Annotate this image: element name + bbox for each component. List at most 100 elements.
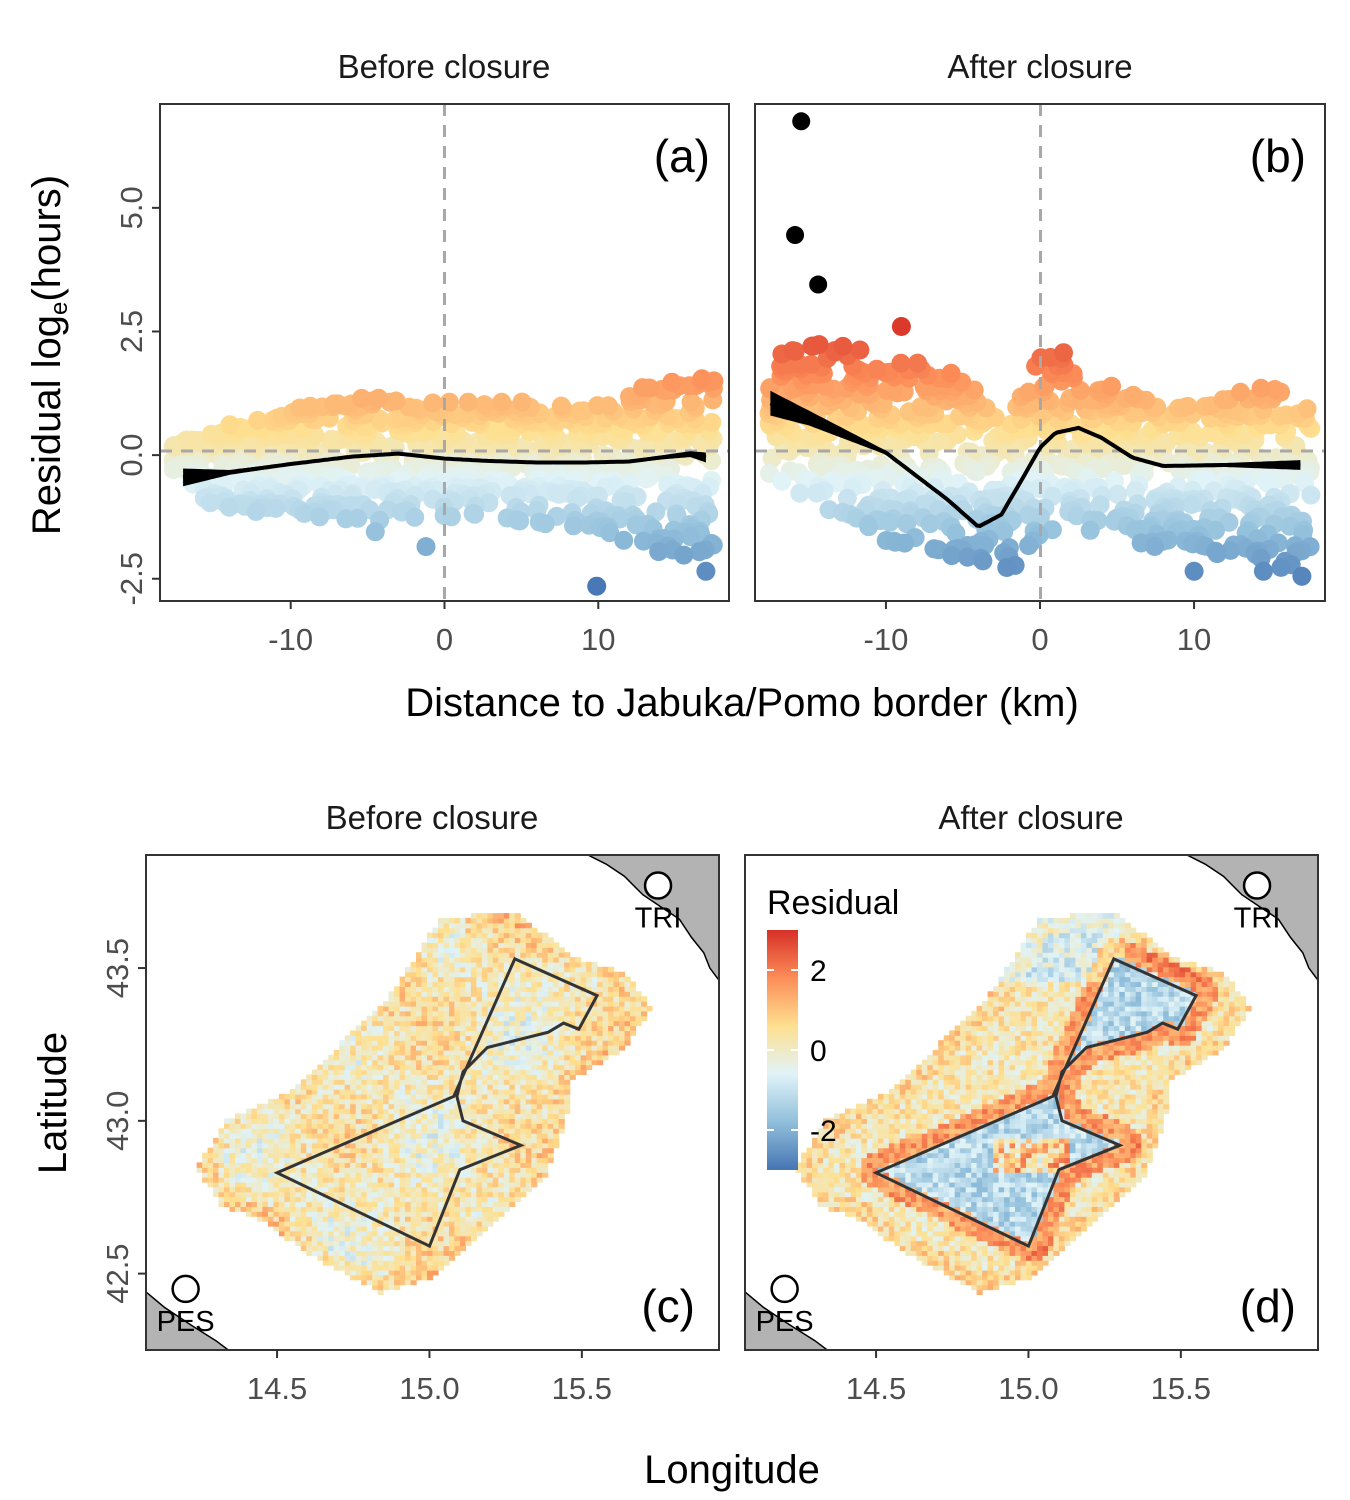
heatmap-cell — [366, 1157, 373, 1163]
heatmap-cell — [465, 1206, 472, 1212]
heatmap-cell — [542, 1010, 549, 1017]
heatmap-cell — [487, 1015, 494, 1022]
heatmap-cell — [509, 1177, 516, 1183]
heatmap-cell — [295, 1216, 302, 1222]
heatmap-cell — [476, 1137, 483, 1144]
heatmap-cell — [394, 1235, 401, 1242]
heatmap-cell — [377, 1230, 384, 1237]
heatmap-cell — [339, 1113, 346, 1119]
heatmap-cell — [410, 1005, 417, 1012]
heatmap-cell — [333, 1059, 340, 1066]
heatmap-cell — [350, 1225, 357, 1232]
heatmap-cell — [213, 1137, 220, 1144]
heatmap-cell — [580, 1049, 587, 1056]
heatmap-cell — [454, 917, 461, 924]
heatmap-cell — [388, 1279, 395, 1286]
heatmap-cell — [481, 1177, 488, 1183]
heatmap-cell — [465, 1108, 472, 1115]
heatmap-cell — [569, 1059, 576, 1066]
heatmap-cell — [432, 1103, 439, 1110]
heatmap-cell — [459, 1054, 466, 1061]
heatmap-cell — [300, 1147, 307, 1154]
heatmap-cell — [355, 1118, 362, 1124]
heatmap-cell — [481, 1108, 488, 1115]
heatmap-cell — [465, 1137, 472, 1144]
heatmap-cell — [470, 1181, 477, 1188]
residual-point — [941, 363, 961, 383]
heatmap-cell — [470, 1113, 477, 1119]
heatmap-cell — [405, 1201, 412, 1207]
heatmap-cell — [394, 1001, 401, 1007]
heatmap-cell — [202, 1177, 209, 1183]
heatmap-cell — [322, 1240, 329, 1247]
heatmap-cell — [399, 1020, 406, 1027]
heatmap-cell — [394, 1260, 401, 1266]
heatmap-cell — [328, 1240, 335, 1247]
heatmap-cell — [273, 1128, 280, 1134]
heatmap-cell — [564, 1010, 571, 1017]
heatmap-cell — [470, 1035, 477, 1041]
heatmap-cell — [432, 1265, 439, 1271]
heatmap-cell — [536, 1133, 543, 1139]
heatmap-cell — [525, 1133, 532, 1139]
heatmap-cell — [503, 1196, 510, 1203]
heatmap-cell — [580, 976, 587, 983]
heatmap-cell — [536, 1177, 543, 1183]
heatmap-cell — [377, 1191, 384, 1198]
heatmap-cell — [492, 1157, 499, 1163]
heatmap-cell — [339, 1255, 346, 1261]
heatmap-cell — [273, 1113, 280, 1119]
heatmap-cell — [520, 1074, 527, 1080]
heatmap-cell — [536, 976, 543, 983]
heatmap-cell — [465, 991, 472, 997]
heatmap-cell — [300, 1113, 307, 1119]
heatmap-cell — [394, 1015, 401, 1022]
heatmap-cell — [470, 922, 477, 929]
heatmap-cell — [278, 1098, 285, 1105]
heatmap-cell — [438, 1255, 445, 1261]
heatmap-cell — [580, 1059, 587, 1066]
heatmap-cell — [454, 1191, 461, 1198]
heatmap-cell — [492, 1015, 499, 1022]
residual-point — [897, 514, 917, 534]
heatmap-cell — [322, 1162, 329, 1168]
heatmap-cell — [388, 1069, 395, 1075]
heatmap-cell — [295, 1240, 302, 1247]
heatmap-cell — [300, 1118, 307, 1124]
heatmap-cell — [295, 1177, 302, 1183]
heatmap-cell — [267, 1201, 274, 1207]
heatmap-cell — [509, 1025, 516, 1031]
heatmap-cell — [377, 1069, 384, 1075]
heatmap-cell — [454, 1152, 461, 1159]
heatmap-cell — [536, 996, 543, 1002]
panel-b-title: After closure — [947, 48, 1132, 85]
heatmap-cell — [306, 1211, 313, 1217]
heatmap-cell — [377, 1211, 384, 1217]
heatmap-cell — [492, 1191, 499, 1198]
heatmap-cell — [278, 1152, 285, 1159]
heatmap-cell — [355, 1035, 362, 1041]
heatmap-cell — [399, 1084, 406, 1090]
heatmap-cell — [454, 1010, 461, 1017]
heatmap-cell — [410, 1035, 417, 1041]
heatmap-cell — [542, 1108, 549, 1115]
heatmap-cell — [339, 1250, 346, 1256]
heatmap-cell — [498, 922, 505, 929]
heatmap-cell — [542, 1045, 549, 1051]
heatmap-cell — [459, 1201, 466, 1207]
heatmap-cell — [246, 1137, 253, 1144]
heatmap-cell — [503, 991, 510, 997]
heatmap-cell — [509, 1186, 516, 1193]
heatmap-cell — [558, 1118, 565, 1124]
heatmap-cell — [295, 1123, 302, 1129]
heatmap-cell — [328, 1064, 335, 1071]
heatmap-cell — [487, 1216, 494, 1222]
heatmap-cell — [465, 1054, 472, 1061]
heatmap-cell — [531, 1103, 538, 1110]
heatmap-cell — [339, 1206, 346, 1212]
heatmap-cell — [514, 1172, 521, 1178]
heatmap-cell — [355, 1225, 362, 1232]
heatmap-cell — [333, 1221, 340, 1227]
heatmap-cell — [459, 1108, 466, 1115]
heatmap-cell — [267, 1108, 274, 1115]
